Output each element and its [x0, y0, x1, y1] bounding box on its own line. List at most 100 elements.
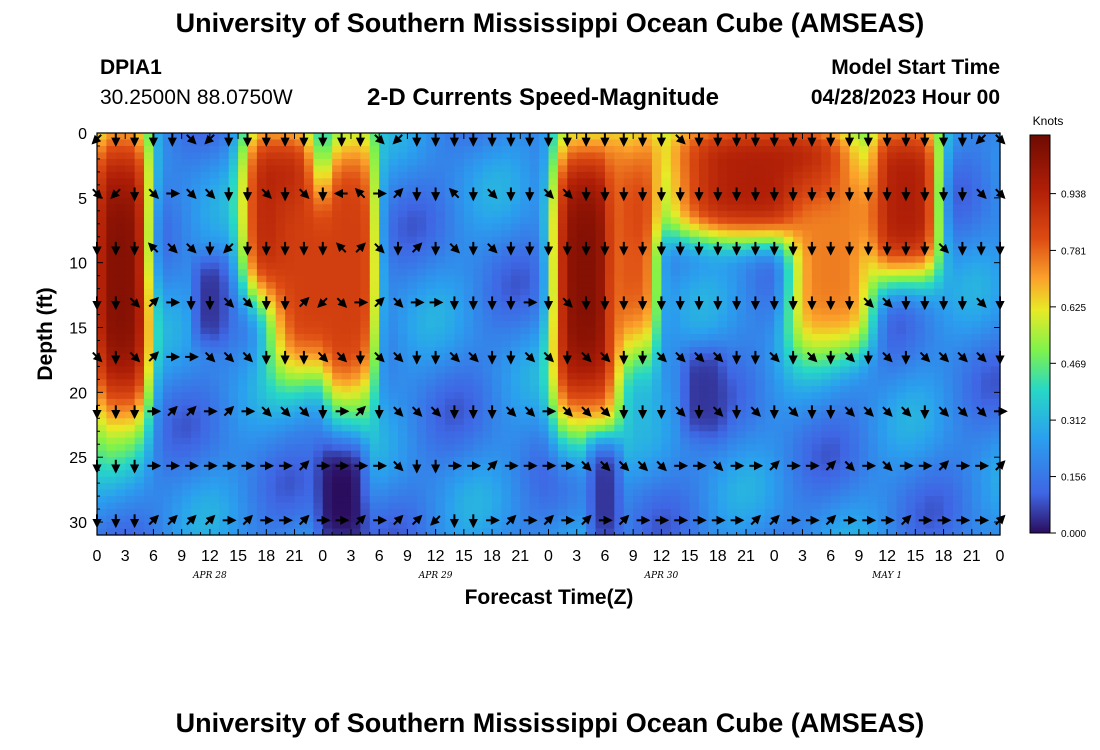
- heatmap-cell: [670, 282, 681, 290]
- heatmap-cell: [529, 437, 540, 445]
- heatmap-cell: [492, 230, 503, 238]
- heatmap-cell: [219, 502, 230, 510]
- heatmap-cell: [266, 359, 277, 368]
- heatmap-cell: [379, 204, 390, 212]
- heatmap-cell: [830, 197, 841, 205]
- heatmap-cell: [567, 489, 578, 497]
- heatmap-cell: [520, 366, 531, 374]
- heatmap-cell: [548, 269, 559, 277]
- heatmap-cell: [529, 282, 540, 290]
- heatmap-cell: [764, 502, 775, 510]
- heatmap-cell: [445, 385, 456, 393]
- heatmap-cell: [680, 418, 691, 426]
- heatmap-cell: [134, 204, 145, 212]
- heatmap-cell: [285, 288, 296, 296]
- heatmap-cell: [275, 282, 286, 290]
- heatmap-cell: [332, 489, 343, 497]
- heatmap-cell: [454, 502, 465, 510]
- heatmap-cell: [708, 295, 719, 303]
- heatmap-cell: [708, 470, 719, 478]
- heatmap-cell: [398, 275, 409, 283]
- heatmap-cell: [191, 230, 202, 238]
- heatmap-cell: [172, 483, 183, 491]
- heatmap-cell: [567, 139, 578, 147]
- heatmap-cell: [661, 398, 672, 406]
- heatmap-cell: [435, 340, 446, 348]
- heatmap-cell: [802, 282, 813, 290]
- heatmap-cell: [492, 405, 503, 413]
- heatmap-cell: [191, 295, 202, 303]
- heatmap-cell: [557, 405, 568, 413]
- heatmap-cell: [416, 191, 427, 199]
- heatmap-cell: [746, 165, 757, 173]
- heatmap-cell: [134, 295, 145, 303]
- heatmap-cell: [379, 236, 390, 244]
- heatmap-cell: [360, 372, 371, 380]
- heatmap-cell: [256, 457, 267, 465]
- heatmap-cell: [821, 515, 832, 523]
- heatmap-cell: [633, 133, 644, 141]
- heatmap-cell: [492, 483, 503, 491]
- heatmap-cell: [435, 243, 446, 251]
- heatmap-cell: [426, 327, 437, 335]
- heatmap-cell: [595, 437, 606, 445]
- heatmap-cell: [717, 405, 728, 413]
- heatmap-cell: [463, 470, 474, 478]
- heatmap-cell: [247, 184, 258, 192]
- heatmap-cell: [115, 308, 126, 316]
- heatmap-cell: [303, 353, 314, 361]
- heatmap-cell: [492, 450, 503, 458]
- heatmap-cell: [134, 139, 145, 147]
- heatmap-cell: [746, 411, 757, 419]
- heatmap-cell: [134, 450, 145, 458]
- heatmap-cell: [463, 392, 474, 400]
- heatmap-cell: [407, 528, 418, 536]
- heatmap-cell: [802, 379, 813, 387]
- heatmap-cell: [172, 385, 183, 393]
- heatmap-cell: [802, 340, 813, 348]
- heatmap-cell: [821, 308, 832, 316]
- heatmap-cell: [746, 204, 757, 212]
- heatmap-cell: [661, 249, 672, 257]
- heatmap-cell: [266, 314, 277, 322]
- heatmap-cell: [821, 152, 832, 160]
- heatmap-cell: [623, 431, 634, 439]
- heatmap-cell: [783, 327, 794, 335]
- heatmap-cell: [510, 405, 521, 413]
- heatmap-cell: [191, 145, 202, 154]
- heatmap-cell: [699, 327, 710, 335]
- heatmap-cell: [802, 437, 813, 445]
- heatmap-cell: [604, 418, 615, 426]
- heatmap-cell: [209, 372, 220, 380]
- heatmap-cell: [445, 308, 456, 316]
- heatmap-cell: [642, 515, 653, 523]
- heatmap-cell: [736, 398, 747, 406]
- heatmap-cell: [492, 314, 503, 322]
- heatmap-cell: [520, 204, 531, 212]
- heatmap-cell: [793, 496, 804, 504]
- heatmap-cell: [256, 191, 267, 199]
- heatmap-cell: [134, 256, 145, 264]
- heatmap-cell: [595, 502, 606, 510]
- heatmap-cell: [642, 366, 653, 374]
- heatmap-cell: [125, 476, 136, 484]
- heatmap-cell: [341, 321, 352, 329]
- heatmap-cell: [181, 269, 192, 277]
- heatmap-cell: [115, 437, 126, 445]
- heatmap-cell: [115, 405, 126, 413]
- heatmap-cell: [567, 483, 578, 491]
- heatmap-cell: [153, 314, 164, 322]
- heatmap-cell: [266, 483, 277, 491]
- heatmap-cell: [576, 256, 587, 264]
- heatmap-cell: [821, 346, 832, 355]
- heatmap-cell: [623, 269, 634, 277]
- heatmap-cell: [416, 489, 427, 497]
- heatmap-cell: [670, 457, 681, 465]
- heatmap-cell: [426, 197, 437, 205]
- heatmap-cell: [699, 223, 710, 231]
- heatmap-cell: [153, 385, 164, 393]
- heatmap-cell: [398, 398, 409, 406]
- heatmap-cell: [115, 178, 126, 186]
- heatmap-cell: [256, 437, 267, 445]
- heatmap-cell: [802, 489, 813, 497]
